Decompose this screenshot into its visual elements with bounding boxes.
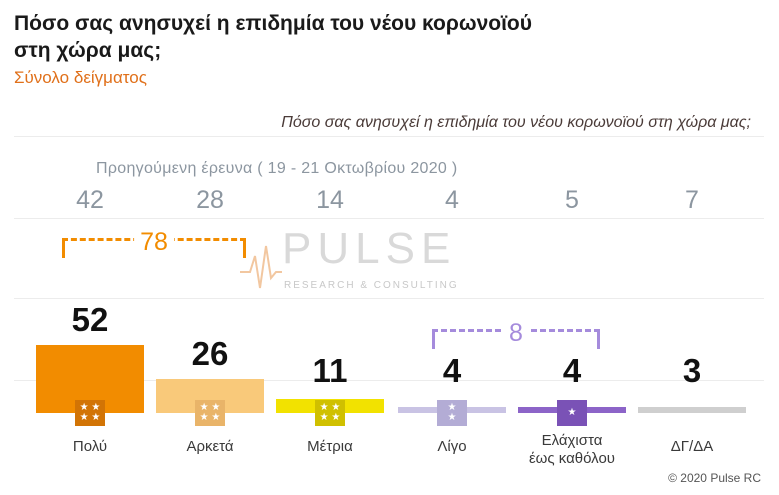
category-label-line: έως καθόλου xyxy=(528,450,615,467)
gridline xyxy=(14,136,764,137)
three-stars-icon: ★ ★ ★ ★ xyxy=(75,400,105,426)
category-label: Ελάχιστα έως καθόλου xyxy=(512,432,632,468)
watermark-tagline: RESEARCH & CONSULTING xyxy=(284,280,459,291)
bar-value-label: 26 xyxy=(191,335,229,373)
gridline xyxy=(14,380,764,381)
previous-value: 42 xyxy=(76,186,104,214)
gridline xyxy=(14,218,764,219)
three-stars-icon: ★ ★ ★ ★ xyxy=(315,400,345,426)
previous-survey-caption: Προηγούμενη έρευνα ( 19 - 21 Οκτωβρίου 2… xyxy=(96,160,458,177)
bar-value-label: 52 xyxy=(71,301,109,339)
copyright: © 2020 Pulse RC xyxy=(668,471,761,485)
chart-subtitle: Σύνολο δείγματος xyxy=(14,68,147,87)
previous-value: 28 xyxy=(196,186,224,214)
previous-value: 4 xyxy=(445,186,459,214)
category-label-line: Ελάχιστα xyxy=(541,432,603,449)
chart-title: Πόσο σας ανησυχεί η επιδημία του νέου κο… xyxy=(14,12,532,62)
category-label: Λίγο xyxy=(437,438,467,455)
three-stars-icon: ★ ★ ★ ★ xyxy=(195,400,225,426)
category-label: Αρκετά xyxy=(186,438,234,455)
low-concern-total: 8 xyxy=(503,319,529,348)
high-concern-total: 78 xyxy=(134,228,174,257)
previous-value: 5 xyxy=(565,186,579,214)
previous-value: 14 xyxy=(316,186,344,214)
bar-value-label: 11 xyxy=(312,352,348,389)
bar-value-label: 4 xyxy=(562,352,582,389)
category-label: Μέτρια xyxy=(307,438,353,455)
category-label: Πολύ xyxy=(72,438,108,455)
bar-value-label: 3 xyxy=(682,352,702,389)
pulse-wave-icon xyxy=(240,245,282,289)
gridline xyxy=(14,298,764,299)
watermark-logo: PULSE xyxy=(282,224,457,273)
category-label: ΔΓ/ΔΑ xyxy=(670,438,714,455)
previous-value: 7 xyxy=(685,186,699,214)
question-text: Πόσο σας ανησυχεί η επιδημία του νέου κο… xyxy=(281,114,751,131)
one-star-icon: ★ xyxy=(557,400,587,426)
two-stars-icon: ★ ★ xyxy=(437,400,467,426)
bar xyxy=(638,407,746,413)
bar-value-label: 4 xyxy=(442,352,462,389)
